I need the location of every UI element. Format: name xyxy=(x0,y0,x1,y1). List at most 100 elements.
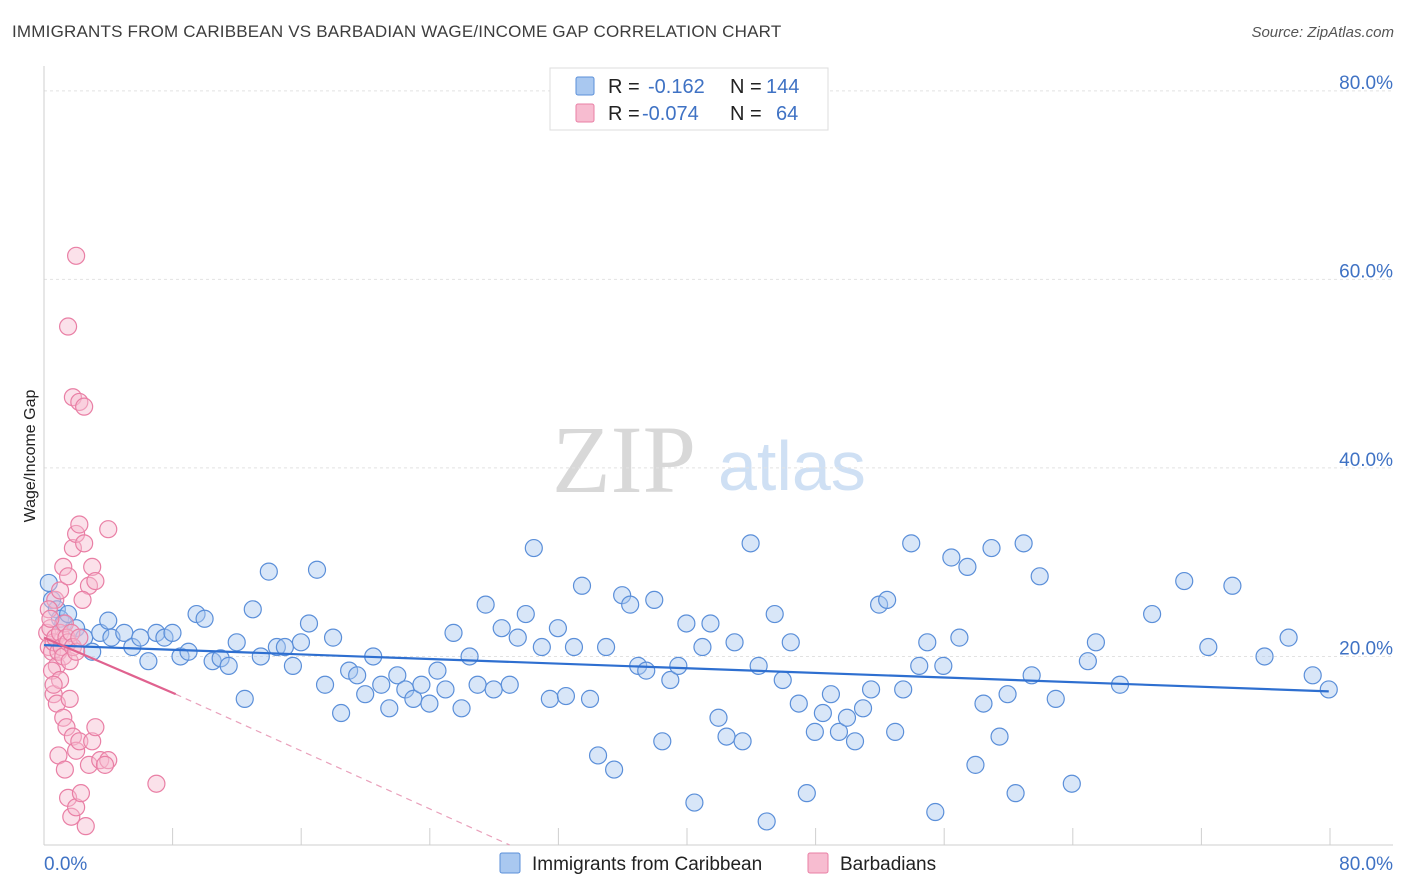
point-caribbean xyxy=(1086,633,1105,652)
legend-n-label-caribbean: N = xyxy=(730,76,762,98)
point-barbadians xyxy=(42,642,62,661)
point-caribbean xyxy=(532,637,551,657)
point-barbadians xyxy=(86,571,105,591)
point-caribbean xyxy=(918,633,937,652)
point-caribbean xyxy=(179,642,198,661)
point-barbadians xyxy=(99,520,118,539)
point-caribbean xyxy=(701,614,720,633)
point-barbadians xyxy=(63,538,83,558)
point-caribbean xyxy=(428,661,447,680)
point-barbadians xyxy=(55,614,74,633)
legend-swatch-caribbean xyxy=(575,76,595,96)
bottom-legend-label-caribbean: Immigrants from Caribbean xyxy=(532,854,762,875)
point-caribbean xyxy=(685,793,704,812)
points-layer xyxy=(38,246,1338,836)
point-caribbean xyxy=(540,689,559,708)
x-tick-label-max: 80.0% xyxy=(1339,854,1393,875)
point-caribbean xyxy=(934,656,953,675)
point-caribbean xyxy=(813,703,832,723)
point-caribbean xyxy=(460,647,479,666)
point-caribbean xyxy=(291,633,311,652)
point-caribbean xyxy=(1199,637,1218,657)
point-caribbean xyxy=(524,538,543,558)
point-barbadians xyxy=(79,755,99,774)
point-caribbean xyxy=(621,595,640,614)
point-caribbean xyxy=(243,600,262,619)
point-caribbean xyxy=(372,675,391,694)
point-caribbean xyxy=(500,675,519,694)
point-barbadians xyxy=(147,774,166,793)
point-caribbean xyxy=(219,656,238,675)
point-caribbean xyxy=(1319,680,1338,699)
watermark-zip: ZIP xyxy=(552,406,696,513)
point-caribbean xyxy=(829,722,849,741)
x-tick-label-min: 0.0% xyxy=(44,854,87,875)
point-caribbean xyxy=(1014,534,1033,553)
point-caribbean xyxy=(837,708,857,727)
point-barbadians xyxy=(44,675,63,694)
bottom-legend: Immigrants from Caribbean Barbadians xyxy=(499,852,936,875)
point-caribbean xyxy=(950,628,969,647)
point-caribbean xyxy=(388,666,407,685)
point-caribbean xyxy=(773,670,792,690)
point-caribbean xyxy=(492,619,511,638)
y-tick-label: 80.0% xyxy=(1339,73,1393,94)
point-caribbean xyxy=(661,670,680,690)
point-caribbean xyxy=(910,656,929,675)
point-caribbean xyxy=(805,722,824,741)
point-barbadians xyxy=(54,557,73,577)
point-caribbean xyxy=(894,680,913,699)
point-barbadians xyxy=(57,718,76,737)
point-barbadians xyxy=(60,689,79,708)
point-barbadians xyxy=(70,628,89,647)
point-caribbean xyxy=(709,708,728,727)
point-caribbean xyxy=(163,623,182,642)
point-caribbean xyxy=(765,604,784,624)
point-caribbean xyxy=(1223,576,1242,595)
point-caribbean xyxy=(332,703,351,723)
point-caribbean xyxy=(476,595,495,614)
point-barbadians xyxy=(83,557,102,577)
point-caribbean xyxy=(572,576,592,595)
axis-layer: 20.0% 40.0% 60.0% 80.0% 0.0% 80.0% xyxy=(43,66,1393,875)
point-caribbean xyxy=(1303,666,1322,685)
point-barbadians xyxy=(39,600,58,619)
point-barbadians xyxy=(67,798,86,817)
point-caribbean xyxy=(886,722,905,741)
point-caribbean xyxy=(299,614,319,633)
point-caribbean xyxy=(645,590,664,610)
grid-layer xyxy=(44,90,1393,657)
point-barbadians xyxy=(70,515,89,534)
point-barbadians xyxy=(41,609,60,628)
point-barbadians xyxy=(67,246,86,265)
point-barbadians xyxy=(83,732,102,751)
point-caribbean xyxy=(588,746,608,765)
point-caribbean xyxy=(508,628,527,647)
point-caribbean xyxy=(1078,652,1097,671)
point-barbadians xyxy=(75,534,94,553)
y-tick-label: 60.0% xyxy=(1339,261,1393,282)
trend-layer xyxy=(43,636,1329,846)
point-caribbean xyxy=(637,661,656,680)
point-caribbean xyxy=(195,609,214,628)
chart-source: Source: ZipAtlas.com xyxy=(1251,24,1394,41)
watermark-atlas: atlas xyxy=(718,427,866,505)
point-barbadians xyxy=(58,567,78,586)
point-barbadians xyxy=(58,317,78,336)
point-caribbean xyxy=(717,727,736,746)
point-caribbean xyxy=(926,802,945,822)
point-caribbean xyxy=(845,732,865,751)
point-caribbean xyxy=(1255,647,1274,666)
point-caribbean xyxy=(853,699,873,718)
point-caribbean xyxy=(315,675,335,694)
point-caribbean xyxy=(781,633,800,652)
chart-title: IMMIGRANTS FROM CARIBBEAN VS BARBADIAN W… xyxy=(12,22,782,41)
point-barbadians xyxy=(76,817,95,836)
point-caribbean xyxy=(348,666,367,685)
point-barbadians xyxy=(71,784,91,803)
point-caribbean xyxy=(356,685,375,704)
point-caribbean xyxy=(412,675,431,694)
point-caribbean xyxy=(878,590,897,610)
point-barbadians xyxy=(75,397,94,416)
point-caribbean xyxy=(797,784,816,803)
